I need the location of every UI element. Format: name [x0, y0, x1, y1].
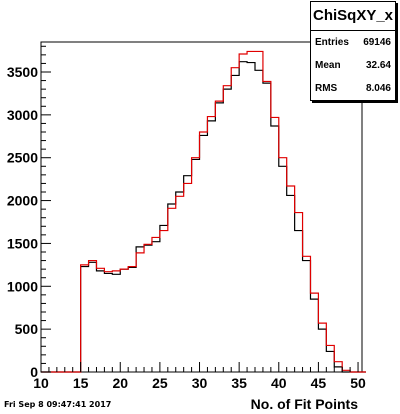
y-tick-label: 1500: [7, 235, 38, 251]
y-tick-label: 3500: [7, 64, 38, 80]
x-tick-label: 45: [311, 375, 327, 391]
x-tick-label: 40: [271, 375, 287, 391]
x-tick-label: 20: [112, 375, 128, 391]
histogram-series-0: [41, 61, 366, 373]
stats-value: 8.046: [365, 83, 391, 94]
histogram-series-1: [41, 50, 366, 373]
stats-row-entries: Entries 69146: [311, 31, 395, 54]
y-tick-label: 3000: [7, 107, 38, 123]
x-axis-label: No. of Fit Points: [251, 396, 359, 412]
statistics-box: ChiSqXY_x Entries 69146 Mean 32.64 RMS 8…: [310, 1, 396, 101]
plot-frame: [40, 41, 363, 373]
stats-label: Entries: [315, 37, 349, 48]
y-tick-label: 2500: [7, 150, 38, 166]
y-tick-label: 500: [15, 321, 39, 337]
x-tick-label: 25: [152, 375, 168, 391]
y-tick-label: 1000: [7, 278, 38, 294]
stats-label: Mean: [315, 60, 341, 71]
x-tick-label: 35: [231, 375, 247, 391]
x-tick-label: 50: [350, 375, 366, 391]
stats-label: RMS: [315, 83, 338, 94]
timestamp: Fri Sep 8 09:47:41 2017: [4, 400, 112, 409]
x-tick-label: 15: [73, 375, 89, 391]
x-tick-label: 10: [33, 375, 49, 391]
stats-row-rms: RMS 8.046: [311, 77, 395, 100]
x-tick-label: 30: [192, 375, 208, 391]
stats-title: ChiSqXY_x: [311, 2, 395, 31]
stats-value: 32.64: [365, 60, 391, 71]
y-tick-label: 0: [30, 364, 38, 380]
y-tick-label: 2000: [7, 193, 38, 209]
stats-value: 69146: [363, 37, 391, 48]
stats-row-mean: Mean 32.64: [311, 54, 395, 77]
